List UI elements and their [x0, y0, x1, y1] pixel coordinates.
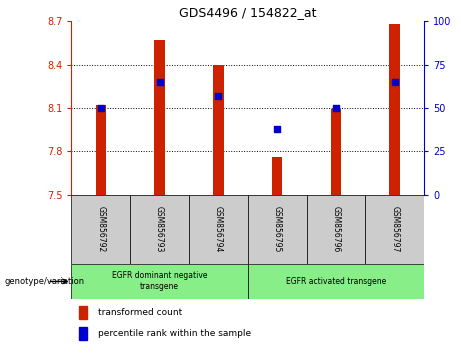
- Bar: [154, 40, 165, 195]
- Point: [273, 126, 281, 132]
- Bar: [95, 105, 106, 195]
- Bar: [331, 109, 341, 195]
- Text: genotype/variation: genotype/variation: [5, 277, 85, 286]
- Point: [332, 105, 340, 111]
- Bar: [307, 195, 366, 264]
- Bar: [189, 195, 248, 264]
- Text: transformed count: transformed count: [98, 308, 182, 318]
- Text: GSM856796: GSM856796: [331, 206, 341, 252]
- Bar: [213, 64, 224, 195]
- Text: EGFR dominant negative
transgene: EGFR dominant negative transgene: [112, 272, 207, 291]
- Point: [391, 79, 398, 85]
- Bar: [390, 24, 400, 195]
- Text: EGFR activated transgene: EGFR activated transgene: [286, 277, 386, 286]
- Bar: [248, 264, 424, 299]
- Text: GSM856792: GSM856792: [96, 206, 106, 252]
- Bar: [130, 195, 189, 264]
- Text: GSM856797: GSM856797: [390, 206, 399, 252]
- Bar: [78, 327, 87, 340]
- Text: percentile rank within the sample: percentile rank within the sample: [98, 329, 251, 338]
- Text: GSM856795: GSM856795: [272, 206, 282, 252]
- Bar: [71, 195, 130, 264]
- Bar: [78, 307, 87, 319]
- Bar: [248, 195, 307, 264]
- Point: [215, 93, 222, 99]
- Point: [97, 105, 105, 111]
- Point: [156, 79, 163, 85]
- Bar: [272, 157, 283, 195]
- Text: GSM856794: GSM856794: [214, 206, 223, 252]
- Text: GSM856793: GSM856793: [155, 206, 164, 252]
- Bar: [71, 264, 248, 299]
- Title: GDS4496 / 154822_at: GDS4496 / 154822_at: [179, 6, 317, 19]
- Bar: [365, 195, 424, 264]
